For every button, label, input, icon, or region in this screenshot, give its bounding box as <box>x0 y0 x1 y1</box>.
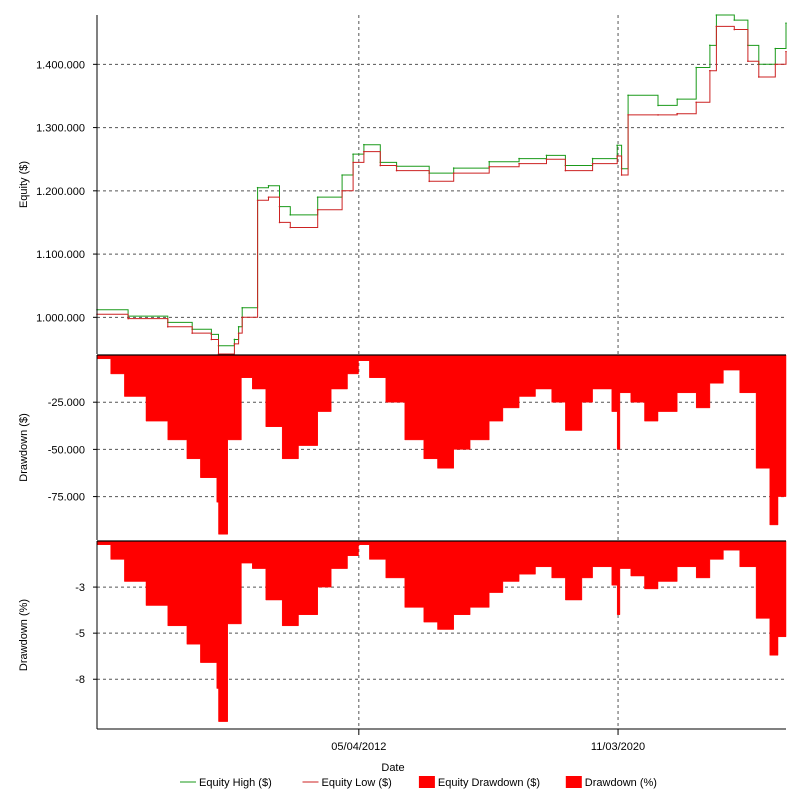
series-point <box>267 196 270 198</box>
series-point <box>715 25 718 28</box>
y-tick-label: -3 <box>75 582 85 594</box>
series-point <box>363 143 365 146</box>
series-point <box>564 169 567 172</box>
series-point <box>715 14 718 16</box>
series-point <box>676 98 678 100</box>
series-point <box>341 190 343 192</box>
series-point <box>341 174 343 176</box>
legend-label: Drawdown (%) <box>585 777 657 789</box>
series-point <box>657 114 659 116</box>
y-tick-label: -8 <box>75 674 85 686</box>
series-point <box>518 157 520 160</box>
series-point <box>591 162 594 165</box>
series-point <box>627 114 629 116</box>
y-tick-label: 1.400.000 <box>36 59 85 71</box>
y-tick-label: 1.300.000 <box>36 123 85 135</box>
series-point <box>545 154 548 157</box>
y-tick-label: -75.000 <box>48 492 85 504</box>
series-point <box>363 150 365 153</box>
series-point <box>747 60 749 62</box>
y-tick-label: -25.000 <box>48 397 85 409</box>
series-point <box>695 66 697 69</box>
legend: Equity High ($) Equity Low ($) Equity Draw… <box>180 776 657 789</box>
y-tick-label: 1.100.000 <box>36 249 85 261</box>
series-point <box>709 69 711 72</box>
y-tick-label: -50.000 <box>48 444 85 456</box>
series-point <box>352 161 354 164</box>
series-point <box>256 199 259 202</box>
series-point <box>709 44 711 47</box>
x-tick-label: 05/04/2012 <box>331 741 386 753</box>
series-point <box>733 19 736 21</box>
series-point <box>241 316 244 319</box>
series-point <box>591 157 594 160</box>
series-point <box>127 317 129 320</box>
series-point <box>676 112 678 115</box>
series-point <box>316 196 319 198</box>
series-point <box>278 221 281 224</box>
x-tick-label: 11/03/2020 <box>591 741 645 753</box>
y-tick-label: 1.200.000 <box>36 186 85 198</box>
legend-label: Equity High ($) <box>199 777 272 789</box>
series-point <box>488 165 490 168</box>
series-point <box>518 162 520 165</box>
label-layer: 05/04/2012 11/03/2020 1.000.000 1.100.000 1.… <box>18 59 645 753</box>
series-point <box>267 184 270 187</box>
legend-label: Equity Drawdown ($) <box>438 777 540 789</box>
series-point <box>627 94 629 97</box>
series-point <box>210 338 213 341</box>
series-point <box>289 226 292 229</box>
series-point <box>237 332 240 334</box>
legend-label: Equity Low ($) <box>322 777 392 789</box>
y-axis-label: Drawdown ($) <box>18 413 30 481</box>
series-point <box>233 343 236 345</box>
series-point <box>289 214 292 216</box>
series-point <box>256 186 259 189</box>
series-point <box>166 326 169 328</box>
legend-swatch-box <box>565 776 582 788</box>
series-point <box>233 338 236 341</box>
series-point <box>237 326 240 328</box>
y-tick-label: -5 <box>75 628 85 640</box>
series-point <box>241 307 244 309</box>
series-point <box>774 63 777 66</box>
series-point <box>316 208 319 211</box>
series-point <box>785 50 787 53</box>
series-point <box>774 47 777 50</box>
legend-swatch-box <box>418 776 435 788</box>
series-point <box>657 104 659 107</box>
drawdown-area-drawdown-pct <box>96 540 787 722</box>
series-point <box>620 174 623 176</box>
y-axis-label: Drawdown (%) <box>18 599 30 671</box>
series-point <box>616 155 618 157</box>
series-point <box>452 167 455 169</box>
series-point <box>488 160 490 163</box>
series-point <box>757 76 760 78</box>
y-tick-label: 1.000.000 <box>36 312 85 324</box>
x-axis-label: Date <box>381 762 404 774</box>
series-point <box>616 144 618 147</box>
series-point <box>428 180 431 183</box>
y-axis-label: Equity ($) <box>18 161 30 208</box>
axis-layer <box>93 15 786 735</box>
series-point <box>379 164 382 167</box>
series-layer <box>96 14 787 722</box>
series-point <box>545 158 548 161</box>
series-line-equity-low- <box>97 25 787 355</box>
series-point <box>191 332 194 334</box>
series-point <box>785 22 787 25</box>
series-point <box>695 101 697 104</box>
series-point <box>395 169 398 172</box>
series-point <box>733 28 736 31</box>
series-point <box>352 153 354 155</box>
series-point <box>452 172 455 174</box>
drawdown-area-drawdown-usd <box>96 354 787 535</box>
